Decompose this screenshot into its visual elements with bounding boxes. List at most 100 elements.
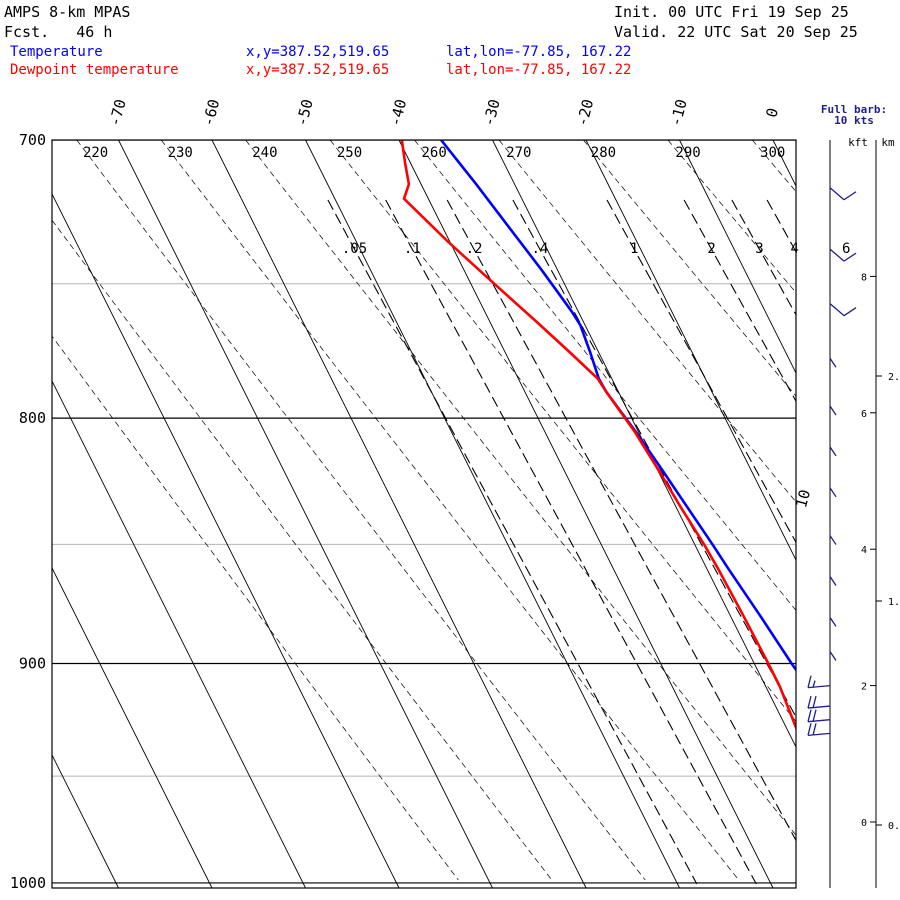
wind-barb-shaft [807, 705, 831, 709]
wind-barb-shaft [807, 732, 831, 736]
pressure-tick-label: 900 [19, 654, 46, 672]
mixing-ratio-label: 3 [755, 241, 763, 257]
wind-barb-shaft [829, 303, 845, 317]
isotherm-tick-label: -70 [105, 97, 129, 128]
isotherm-line [867, 140, 900, 888]
isotherm-line [52, 753, 119, 888]
dry-adiabat-label: 230 [168, 145, 193, 161]
dry-adiabat-label: 240 [252, 145, 277, 161]
wind-barb-shaft [829, 651, 837, 661]
wind-barb-shaft [807, 719, 831, 723]
dry-adiabat [583, 140, 796, 397]
wind-barb-flag [807, 709, 812, 722]
isotherm-line [305, 140, 680, 888]
dry-adiabat-label: 250 [337, 145, 362, 161]
full-barb-title: Full barb: [821, 103, 887, 116]
wind-barb-shaft [829, 446, 837, 457]
isotherm-tick-label: -60 [199, 97, 223, 128]
isotherm-line [679, 140, 796, 375]
wind-barb-flag [843, 307, 857, 317]
pressure-tick-label: 800 [19, 409, 46, 427]
isotherm-line [0, 140, 25, 888]
kft-tick-label: 8 [861, 272, 867, 283]
legend-temperature-label: Temperature [10, 44, 103, 60]
km-tick-label: 0. [888, 821, 900, 832]
wind-barb-flag [807, 723, 812, 736]
mixing-ratio-label: 2 [707, 241, 715, 257]
dry-adiabat-label: 260 [422, 145, 447, 161]
temperature-profile [440, 140, 796, 673]
full-barb-value: 10 kts [834, 114, 874, 127]
isotherm-tick-label: -20 [573, 97, 597, 128]
mixing-ratio-line [818, 200, 900, 884]
isotherm-line [492, 140, 796, 749]
wind-barb-shaft [829, 617, 837, 627]
kft-tick-label: 4 [861, 545, 867, 556]
legend-temperature-latlon: lat,lon=-77.85, 167.22 [446, 44, 632, 60]
dry-adiabat [52, 335, 459, 881]
dry-adiabat-label: 220 [83, 145, 108, 161]
dry-adiabat [52, 219, 553, 881]
isotherm-tick-label: -10 [666, 97, 690, 128]
wind-barb-flag [807, 695, 812, 709]
init-time: Init. 00 UTC Fri 19 Sep 25 [614, 3, 849, 21]
isotherm-line [211, 140, 587, 888]
dry-adiabat [752, 140, 796, 193]
pressure-tick-label: 700 [19, 131, 46, 149]
wind-barb-flag [812, 695, 817, 709]
pressure-tick-label: 1000 [10, 874, 46, 892]
isotherm-tick-label: -50 [292, 97, 316, 128]
isotherm-line [52, 379, 306, 888]
isotherm-line [118, 140, 493, 888]
dry-adiabat [245, 140, 796, 836]
plot-frame [51, 139, 797, 889]
dry-adiabat-label: 280 [591, 145, 616, 161]
isotherm-line [52, 192, 400, 888]
mixing-ratio-label: .05 [342, 241, 367, 257]
mixing-ratio-line [385, 199, 757, 885]
mixing-ratio-line [327, 199, 698, 885]
km-tick-label: 1. [888, 597, 900, 608]
wind-barb-flag [843, 252, 857, 262]
mixing-ratio-label: .2 [466, 241, 483, 257]
model-title: AMPS 8-km MPAS [4, 3, 131, 21]
isotherm-line [585, 140, 796, 562]
legend-dewpoint-latlon: lat,lon=-77.85, 167.22 [446, 62, 632, 78]
wind-barb-shaft [829, 535, 837, 545]
wind-barb-shaft [829, 405, 837, 416]
isotherm-tick-label: 10 [792, 488, 814, 510]
wind-barb-shaft [807, 684, 831, 689]
mixing-ratio-label: .4 [531, 241, 548, 257]
plot-area [0, 140, 900, 888]
kft-tick-label: 6 [861, 409, 867, 420]
wind-barb-shaft [829, 248, 845, 262]
dry-adiabat-label: 300 [760, 145, 785, 161]
mixing-ratio-line [683, 199, 796, 403]
forecast-hour: Fcst. 46 h [4, 23, 113, 41]
wind-barb-shaft [829, 487, 837, 498]
wind-barb-flag [812, 723, 817, 736]
mixing-ratio-line [446, 199, 796, 842]
dry-adiabat [667, 140, 796, 294]
mixing-ratio-label: 4 [791, 241, 799, 257]
wind-barb-shaft [829, 576, 837, 586]
dry-adiabat-label: 270 [506, 145, 531, 161]
wind-barb-flag [843, 191, 857, 201]
km-label: km [881, 136, 895, 149]
km-tick-label: 2. [888, 372, 900, 383]
dry-adiabat [498, 140, 796, 503]
kft-label: kft [848, 136, 868, 149]
mixing-ratio-line [512, 199, 796, 719]
isotherm-line [52, 566, 213, 888]
dry-adiabat [414, 140, 796, 611]
legend-dewpoint-xy: x,y=387.52,519.65 [246, 62, 390, 78]
dry-adiabat [329, 140, 796, 722]
mixing-ratio-label: .1 [404, 241, 421, 257]
kft-tick-label: 2 [861, 682, 867, 693]
kft-tick-label: 0 [861, 818, 867, 829]
dry-adiabat [160, 140, 739, 881]
mixing-ratio-line [731, 199, 796, 316]
isotherm-tick-label: 0 [762, 106, 782, 119]
dry-adiabat-label: 290 [675, 145, 700, 161]
